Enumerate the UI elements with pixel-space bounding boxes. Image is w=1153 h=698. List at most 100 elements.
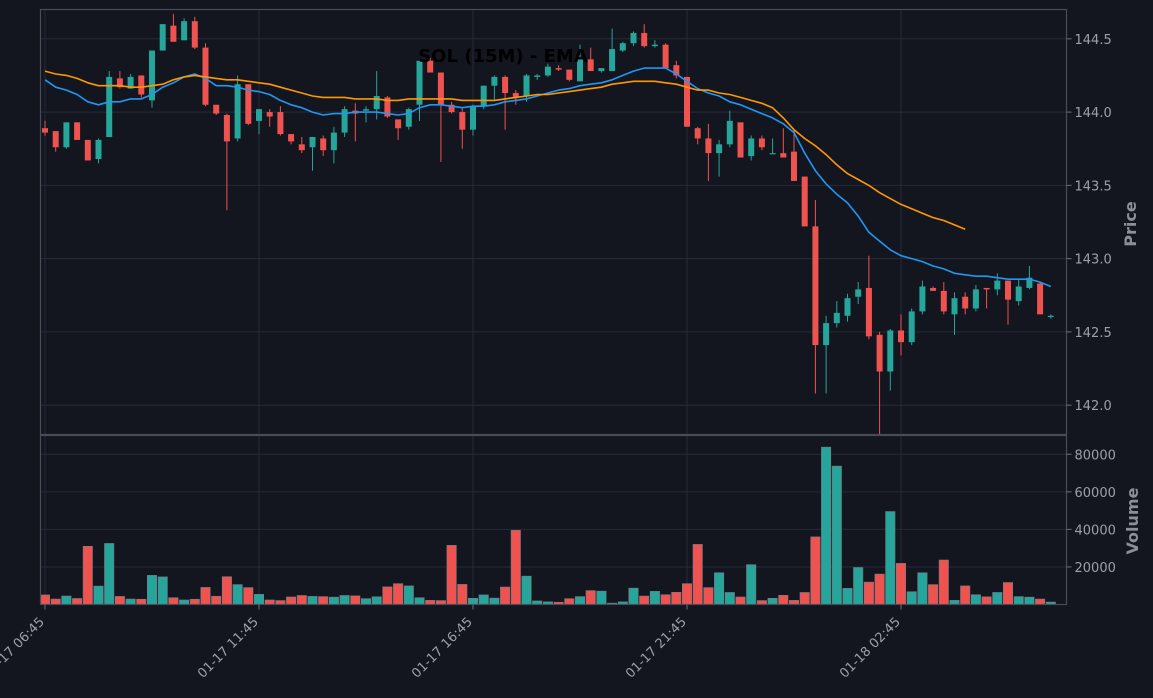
candle <box>609 28 616 72</box>
candle-body <box>512 93 519 98</box>
candle-body <box>116 78 123 88</box>
candle <box>544 63 551 77</box>
candle-body <box>748 138 755 157</box>
candle <box>448 101 455 114</box>
candle <box>320 135 327 157</box>
candle-body <box>1047 315 1054 317</box>
volume-bar <box>810 536 821 605</box>
candle-body <box>437 72 444 105</box>
candle <box>780 128 787 158</box>
candle <box>330 126 337 164</box>
candle <box>106 71 113 137</box>
candle <box>523 73 530 102</box>
candle-body <box>823 323 830 346</box>
candle <box>694 126 701 145</box>
candle-body <box>705 138 712 154</box>
candle-body <box>962 296 969 309</box>
candle <box>983 287 990 309</box>
volume-bar <box>639 595 650 605</box>
candle-body <box>106 76 113 137</box>
candle-body <box>641 32 648 47</box>
candle-body <box>523 75 530 96</box>
candle <box>737 122 744 158</box>
volume-bar <box>928 584 939 605</box>
volume-tick-label: 60000 <box>1075 486 1116 501</box>
candle <box>213 104 220 116</box>
candle <box>63 122 70 149</box>
candle-body <box>855 289 862 297</box>
candle <box>459 107 466 149</box>
candle-body <box>213 104 220 114</box>
candle <box>598 68 605 73</box>
candle <box>919 280 926 315</box>
candle <box>416 60 423 121</box>
candle <box>534 73 541 80</box>
candle <box>181 18 188 41</box>
candle-body <box>52 131 59 148</box>
volume-bar <box>393 583 404 605</box>
candle-body <box>138 75 145 95</box>
candle-body <box>651 44 658 47</box>
candle <box>684 76 690 127</box>
price-panel-frame <box>39 8 1068 436</box>
volume-bar <box>1024 596 1035 605</box>
candle-body <box>844 298 851 316</box>
candle <box>566 69 573 82</box>
candle <box>288 134 295 145</box>
candle <box>1005 280 1011 325</box>
candle <box>234 75 241 142</box>
volume-bar <box>992 592 1003 605</box>
candle-body <box>1037 283 1044 315</box>
volume-bar <box>157 576 168 605</box>
candle-body <box>127 76 134 89</box>
ema-slow-line <box>44 70 966 231</box>
candle-body <box>341 109 348 133</box>
candle <box>898 314 904 356</box>
candle <box>833 301 840 328</box>
candle <box>159 24 166 51</box>
candle <box>202 43 209 107</box>
volume-bar <box>1002 582 1013 605</box>
candle <box>309 137 316 171</box>
volume-bar <box>189 598 200 605</box>
volume-bar <box>703 587 714 605</box>
volume-bar <box>61 595 72 605</box>
volume-bar <box>339 595 350 605</box>
candle-body <box>384 97 391 117</box>
volume-bar <box>360 598 371 605</box>
candle <box>577 44 583 82</box>
candle-body <box>298 144 305 151</box>
candle <box>363 106 369 123</box>
volume-bar <box>585 590 596 605</box>
candle <box>951 292 958 335</box>
volume-bar <box>307 596 318 605</box>
volume-bar <box>403 585 414 605</box>
volume-panel-frame <box>39 434 1068 606</box>
volume-bar <box>885 511 896 605</box>
volume-bar <box>1013 596 1024 605</box>
volume-bar <box>895 563 906 605</box>
candle-body <box>480 85 487 107</box>
candle <box>42 120 48 136</box>
candle-body <box>1015 286 1022 302</box>
volume-bar <box>457 584 468 605</box>
volume-bar <box>874 573 885 605</box>
volume-bar <box>232 584 243 605</box>
chart-title: SOL (15M) - EMA <box>418 46 588 67</box>
price-tick-label: 142.5 <box>1075 326 1112 341</box>
volume-bar <box>371 596 382 605</box>
candle <box>972 285 979 312</box>
price-tick-label: 143.5 <box>1075 179 1112 194</box>
volume-bar <box>564 598 575 605</box>
candle-body <box>898 330 904 343</box>
candle-body <box>427 60 434 73</box>
volume-bar <box>863 581 874 605</box>
candle-body <box>288 134 295 142</box>
volume-bar <box>596 590 607 605</box>
candle <box>587 47 594 72</box>
candle-body <box>395 119 402 129</box>
candle <box>876 331 883 435</box>
candle <box>1037 282 1044 315</box>
candle-body <box>256 109 262 121</box>
